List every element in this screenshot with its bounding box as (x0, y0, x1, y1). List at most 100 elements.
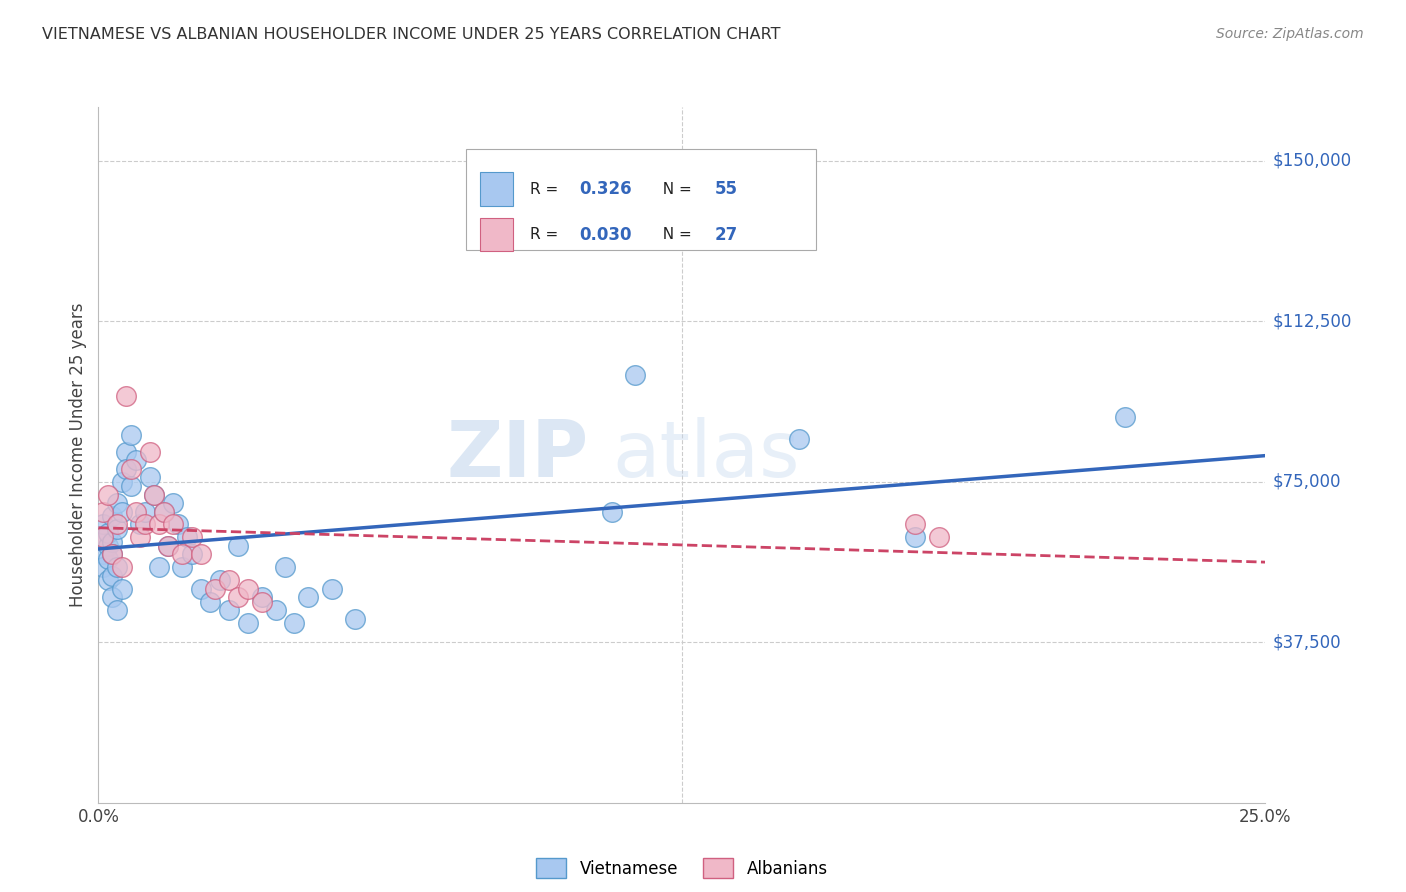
Point (101, 534, 124, 549)
Point (97, 487, 120, 501)
Point (105, 517, 128, 532)
Point (172, 560, 194, 574)
Point (180, 548, 202, 562)
Point (157, 539, 180, 553)
Point (200, 594, 222, 608)
Point (125, 453, 148, 467)
Point (97, 551, 120, 566)
Point (321, 582, 343, 596)
Point (91, 517, 114, 532)
Point (228, 591, 250, 605)
Point (97, 526, 120, 541)
Point (190, 548, 212, 562)
Point (228, 539, 250, 553)
Point (101, 508, 124, 523)
Point (105, 560, 128, 574)
Point (139, 444, 162, 458)
Point (904, 517, 927, 532)
Point (190, 582, 212, 596)
Y-axis label: Householder Income Under 25 years: Householder Income Under 25 years (69, 302, 87, 607)
Point (600, 505, 623, 519)
Point (105, 522, 128, 536)
Point (250, 591, 273, 605)
Point (115, 462, 138, 476)
Text: $37,500: $37,500 (1272, 633, 1341, 651)
Point (129, 530, 152, 544)
Legend: Vietnamese, Albanians: Vietnamese, Albanians (530, 851, 834, 885)
Text: 0.326: 0.326 (579, 180, 631, 198)
Point (115, 389, 138, 403)
Point (134, 517, 156, 532)
Text: Source: ZipAtlas.com: Source: ZipAtlas.com (1216, 27, 1364, 41)
Point (143, 487, 166, 501)
Point (250, 594, 273, 608)
Bar (479, 172, 513, 206)
Point (91, 548, 114, 562)
Text: $112,500: $112,500 (1272, 312, 1351, 330)
Point (297, 591, 319, 605)
Point (148, 517, 170, 532)
Point (120, 479, 142, 493)
Point (624, 368, 647, 382)
Point (172, 548, 194, 562)
Point (152, 505, 174, 519)
Point (180, 530, 202, 544)
Bar (479, 218, 513, 252)
Text: 27: 27 (714, 226, 738, 244)
Point (904, 530, 927, 544)
Point (111, 505, 134, 519)
Point (91, 560, 114, 574)
Point (204, 582, 226, 596)
Text: VIETNAMESE VS ALBANIAN HOUSEHOLDER INCOME UNDER 25 YEARS CORRELATION CHART: VIETNAMESE VS ALBANIAN HOUSEHOLDER INCOM… (42, 27, 780, 42)
Point (176, 530, 198, 544)
Point (148, 560, 170, 574)
Point (139, 470, 162, 484)
Point (91, 530, 114, 544)
Point (157, 539, 180, 553)
Point (101, 548, 124, 562)
Point (120, 427, 142, 442)
Text: N =: N = (652, 227, 696, 242)
Point (91, 505, 114, 519)
Text: $150,000: $150,000 (1272, 152, 1351, 169)
Point (162, 517, 184, 532)
Text: N =: N = (652, 182, 696, 196)
Point (111, 560, 134, 574)
Point (162, 496, 184, 510)
Point (152, 505, 174, 519)
Point (101, 548, 124, 562)
Point (105, 603, 128, 617)
Point (111, 582, 134, 596)
Point (97, 539, 120, 553)
Text: ZIP: ZIP (446, 417, 589, 493)
Point (97, 573, 120, 587)
Point (125, 505, 148, 519)
Point (274, 560, 297, 574)
Text: 55: 55 (714, 180, 738, 198)
Point (236, 582, 259, 596)
Point (134, 505, 156, 519)
Point (91, 530, 114, 544)
Point (787, 432, 810, 446)
Point (344, 612, 367, 626)
Point (143, 487, 166, 501)
Point (928, 530, 950, 544)
Point (115, 444, 138, 458)
Point (166, 517, 188, 532)
Text: R =: R = (530, 182, 564, 196)
Point (1114, 410, 1136, 425)
Point (218, 573, 240, 587)
Point (129, 517, 152, 532)
Point (111, 475, 134, 489)
Text: R =: R = (530, 227, 564, 242)
Point (208, 573, 231, 587)
Text: 0.030: 0.030 (579, 226, 631, 244)
Text: atlas: atlas (612, 417, 800, 493)
Text: $75,000: $75,000 (1272, 473, 1341, 491)
Point (101, 591, 124, 605)
Point (264, 603, 287, 617)
Point (105, 496, 128, 510)
FancyBboxPatch shape (465, 149, 815, 250)
Point (236, 615, 259, 630)
Point (218, 603, 240, 617)
